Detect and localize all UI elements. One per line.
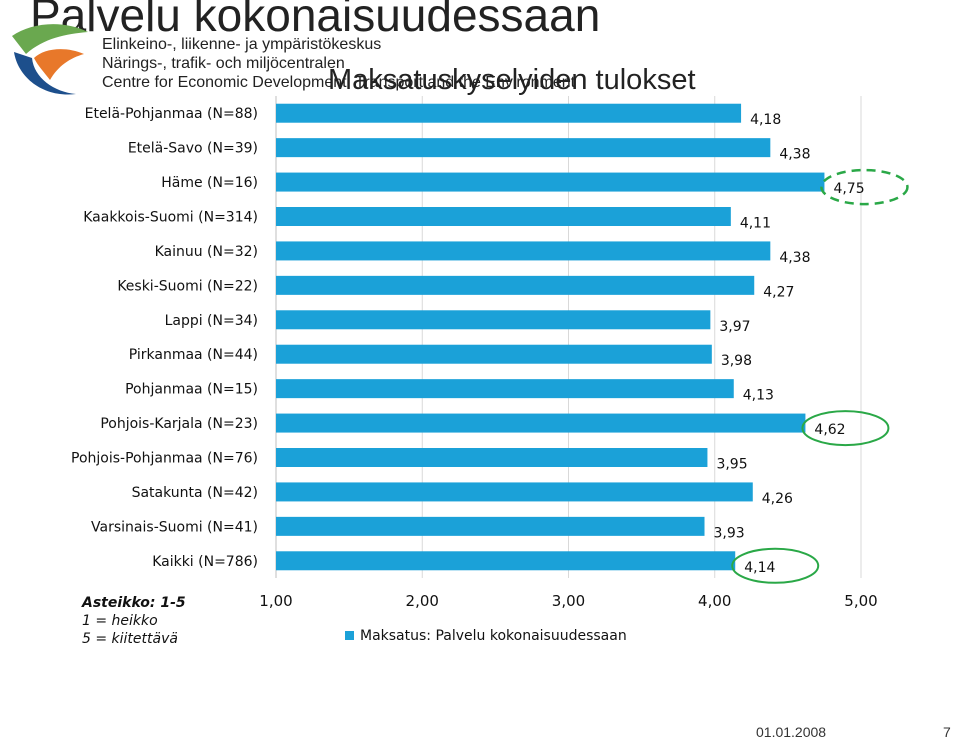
- category-label: Pohjois-Pohjanmaa (N=76): [71, 451, 258, 467]
- value-label: 3,93: [714, 525, 745, 541]
- category-label: Varsinais-Suomi (N=41): [91, 519, 258, 535]
- value-label: 4,27: [763, 284, 794, 300]
- bar: [276, 413, 806, 433]
- value-label: 3,95: [716, 457, 747, 473]
- bar: [276, 344, 712, 364]
- ely-logo: [12, 24, 88, 95]
- category-label: Etelä-Savo (N=39): [128, 141, 258, 157]
- value-label: 4,38: [779, 147, 810, 163]
- org-name-sv: Närings-, trafik- och miljöcentralen: [102, 55, 345, 72]
- category-label: Satakunta (N=42): [132, 485, 258, 501]
- x-tick-label: 4,00: [698, 592, 731, 610]
- category-label: Pohjanmaa (N=15): [125, 382, 258, 398]
- category-label: Lappi (N=34): [165, 313, 258, 329]
- highlight-ellipse: [820, 168, 909, 206]
- bar: [276, 241, 771, 261]
- bar: [276, 138, 771, 158]
- bar: [276, 207, 731, 226]
- slide-title: Palvelu kokonaisuudessaan: [30, 0, 601, 41]
- scale-title: Asteikko: 1-5: [82, 595, 186, 611]
- category-label: Pirkanmaa (N=44): [129, 347, 258, 363]
- value-label: 4,38: [779, 250, 810, 266]
- bar: [276, 275, 755, 295]
- footer-date: 01.01.2008: [756, 724, 827, 740]
- value-label: 4,75: [833, 181, 864, 197]
- highlight-ellipse: [801, 410, 890, 447]
- x-tick-label: 5,00: [844, 592, 877, 610]
- value-label: 4,13: [743, 388, 774, 404]
- bar: [276, 448, 708, 467]
- value-label: 4,62: [814, 422, 845, 438]
- category-label: Häme (N=16): [161, 175, 258, 191]
- org-name-fi: Elinkeino-, liikenne- ja ympäristökeskus: [102, 36, 382, 53]
- category-label: Kainuu (N=32): [155, 244, 258, 260]
- value-label: 3,98: [721, 353, 752, 369]
- category-label: Etelä-Pohjanmaa (N=88): [85, 106, 258, 122]
- bar: [276, 103, 742, 123]
- category-label: Keski-Suomi (N=22): [117, 278, 258, 294]
- page-number: 7: [943, 724, 951, 740]
- category-label: Pohjois-Karjala (N=23): [100, 416, 258, 432]
- value-label: 4,11: [740, 216, 771, 232]
- legend-swatch: [345, 631, 354, 640]
- value-label: 4,18: [750, 112, 781, 128]
- x-tick-label: 3,00: [552, 592, 585, 610]
- scale-note: Asteikko: 1-5 1 = heikko 5 = kiitettävä: [82, 594, 186, 648]
- value-label: 4,26: [762, 491, 793, 507]
- legend-label: Maksatus: Palvelu kokonaisuudessaan: [360, 628, 627, 644]
- category-label: Kaakkois-Suomi (N=314): [83, 210, 258, 226]
- org-name-en: Centre for Economic Development, Transpo…: [102, 74, 576, 91]
- bar: [276, 482, 753, 502]
- highlight-ellipse: [731, 547, 820, 584]
- category-label: Kaikki (N=786): [152, 554, 258, 570]
- bar: [276, 310, 711, 330]
- bar: [276, 551, 736, 571]
- scale-line-1: 1 = heikko: [82, 613, 158, 629]
- value-label: 3,97: [719, 319, 750, 335]
- x-tick-label: 1,00: [259, 592, 292, 610]
- scale-line-2: 5 = kiitettävä: [82, 631, 178, 647]
- bar: [276, 516, 705, 536]
- bar: [276, 172, 825, 192]
- slide-subtitle: Maksatuskyselyiden tulokset: [328, 64, 696, 96]
- value-label: 4,14: [744, 560, 775, 576]
- bar: [276, 379, 734, 399]
- x-tick-label: 2,00: [406, 592, 439, 610]
